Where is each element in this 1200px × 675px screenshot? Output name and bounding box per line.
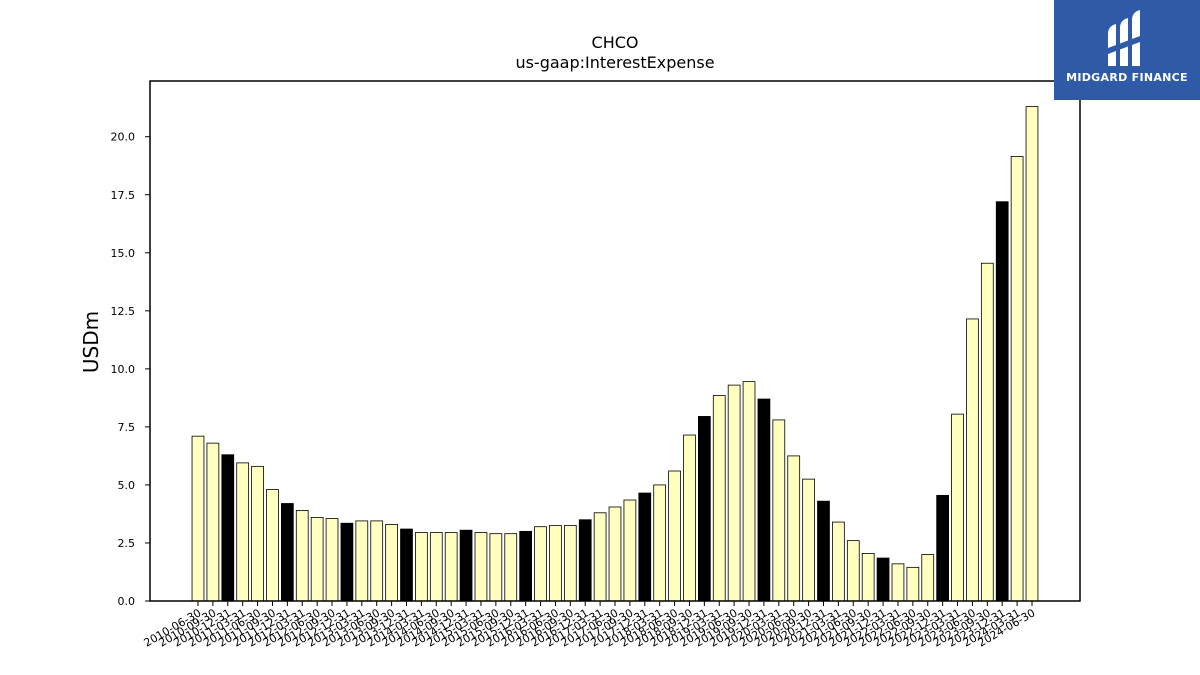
bar-2015-06-30 bbox=[489, 533, 503, 602]
bar-2024-03-31 bbox=[1010, 156, 1024, 602]
bar-2013-12-31 bbox=[400, 528, 413, 602]
bar-2015-12-31 bbox=[519, 530, 533, 602]
y-tick-label: 2.5 bbox=[118, 537, 136, 550]
bar-2011-12-31 bbox=[280, 503, 294, 602]
bar-2023-09-30 bbox=[980, 262, 994, 602]
bar-2019-12-31 bbox=[757, 398, 771, 602]
bar-2016-03-31 bbox=[534, 526, 547, 602]
bar-2013-06-30 bbox=[370, 520, 384, 602]
bar-2021-09-30 bbox=[861, 553, 875, 602]
bar-2011-03-31 bbox=[236, 462, 250, 602]
bar-2016-12-31 bbox=[578, 519, 592, 602]
bar-2010-12-31 bbox=[221, 454, 235, 602]
bar-2011-09-30 bbox=[266, 489, 279, 602]
y-tick-label: 17.5 bbox=[111, 189, 136, 202]
bar-2010-06-30 bbox=[191, 435, 205, 602]
bar-2014-06-30 bbox=[429, 532, 443, 602]
bar-2016-06-30 bbox=[549, 525, 562, 602]
bar-2015-03-31 bbox=[474, 532, 488, 602]
bar-2018-12-31 bbox=[698, 416, 711, 602]
bar-2019-06-30 bbox=[727, 384, 741, 602]
midgard-logo-icon bbox=[1108, 10, 1140, 66]
bar-2016-09-30 bbox=[563, 525, 577, 602]
bar-2020-06-30 bbox=[787, 455, 801, 602]
bar-2022-03-31 bbox=[891, 563, 905, 602]
bar-2019-03-31 bbox=[712, 395, 726, 602]
y-tick-label: 15.0 bbox=[111, 247, 136, 260]
bar-2012-06-30 bbox=[310, 517, 324, 602]
bar-2012-12-31 bbox=[340, 522, 354, 602]
bar-2014-09-30 bbox=[444, 532, 458, 602]
plot-frame bbox=[149, 80, 1081, 602]
bar-2020-03-31 bbox=[772, 419, 786, 602]
bar-2017-09-30 bbox=[623, 499, 637, 602]
bar-2022-12-31 bbox=[936, 494, 950, 602]
y-tick-label: 7.5 bbox=[118, 421, 136, 434]
bar-2017-06-30 bbox=[608, 506, 622, 602]
bar-2021-06-30 bbox=[846, 540, 860, 602]
y-tick-label: 12.5 bbox=[111, 305, 136, 318]
bar-2017-12-31 bbox=[638, 492, 652, 602]
y-tick-label: 10.0 bbox=[111, 363, 136, 376]
bar-2013-09-30 bbox=[385, 523, 398, 602]
bar-2018-03-31 bbox=[653, 484, 667, 602]
bar-2015-09-30 bbox=[504, 533, 518, 602]
bar-2024-06-30 bbox=[1025, 106, 1039, 602]
brand-logo: MIDGARD FINANCE bbox=[1054, 0, 1200, 100]
bar-2021-03-31 bbox=[832, 521, 845, 602]
bar-2023-06-30 bbox=[966, 318, 979, 602]
y-tick-label: 5.0 bbox=[118, 479, 136, 492]
bar-2011-06-30 bbox=[251, 465, 264, 602]
bar-2010-09-30 bbox=[206, 442, 220, 602]
x-axis-ticks: 2010-06-302010-09-302010-12-312011-03-31… bbox=[142, 601, 1038, 650]
bar-2022-09-30 bbox=[921, 554, 935, 602]
bar-2017-03-31 bbox=[593, 512, 607, 602]
chart-title: CHCO bbox=[592, 33, 639, 52]
y-axis-ticks: 0.0 2.5 5.0 7.5 10.0 12.5 15.0 17.5 20.0 bbox=[111, 131, 150, 608]
bar-2019-09-30 bbox=[742, 381, 756, 602]
bar-2014-03-31 bbox=[415, 532, 428, 602]
bar-2022-06-30 bbox=[906, 566, 920, 602]
y-tick-label: 20.0 bbox=[111, 131, 136, 144]
bar-2020-09-30 bbox=[802, 478, 815, 602]
bar-2021-12-31 bbox=[876, 557, 890, 602]
bar-2013-03-31 bbox=[355, 520, 369, 602]
chart-subtitle: us-gaap:InterestExpense bbox=[515, 53, 714, 72]
bar-2018-09-30 bbox=[683, 434, 696, 602]
bar-2020-12-31 bbox=[817, 500, 830, 602]
bar-2014-12-31 bbox=[459, 529, 473, 602]
y-tick-label: 0.0 bbox=[118, 595, 136, 608]
bar-2023-03-31 bbox=[951, 413, 964, 602]
bar-2023-12-31 bbox=[995, 201, 1009, 602]
brand-name: MIDGARD FINANCE bbox=[1066, 71, 1188, 84]
bar-2012-03-31 bbox=[295, 510, 309, 602]
bars-group bbox=[191, 106, 1039, 602]
bar-2018-06-30 bbox=[668, 470, 681, 602]
bar-2012-09-30 bbox=[325, 518, 339, 602]
y-axis-label: USDm bbox=[79, 311, 103, 373]
